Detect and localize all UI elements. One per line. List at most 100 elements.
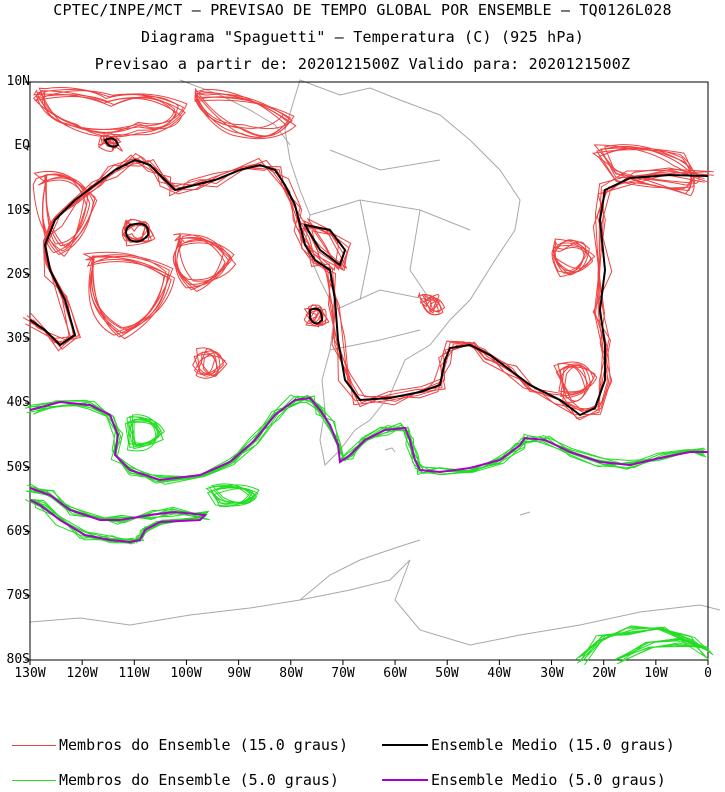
member-contour bbox=[173, 232, 237, 282]
member-contour bbox=[305, 306, 322, 328]
member-contour bbox=[421, 293, 437, 314]
legend-label-members-15: Membros do Ensemble (15.0 graus) bbox=[59, 736, 348, 754]
member-contour bbox=[614, 636, 704, 660]
legend-swatch-mean-15 bbox=[382, 744, 428, 746]
member-contour bbox=[133, 418, 164, 450]
mean-5-main bbox=[29, 396, 708, 482]
member-contour bbox=[104, 132, 122, 144]
member-contour bbox=[22, 155, 714, 420]
lon-label-70w: 70W bbox=[331, 666, 355, 681]
lon-label-110w: 110W bbox=[118, 666, 150, 681]
member-contour bbox=[32, 174, 98, 252]
mean-5-south bbox=[29, 487, 208, 544]
lon-label-80w: 80W bbox=[279, 666, 303, 681]
member-contour bbox=[41, 94, 186, 136]
mean-15-contour bbox=[29, 137, 709, 417]
member-contour bbox=[41, 176, 94, 256]
lon-label-130w: 130W bbox=[14, 666, 46, 681]
falklands bbox=[384, 447, 396, 453]
members-15-contours bbox=[22, 87, 714, 421]
member-contour bbox=[554, 238, 589, 272]
member-contour bbox=[593, 144, 695, 197]
south-georgia bbox=[519, 511, 531, 516]
member-contour bbox=[214, 488, 251, 508]
legend-members-15: Membros do Ensemble (15.0 graus) bbox=[12, 736, 348, 754]
member-contour bbox=[195, 348, 228, 379]
legend-mean-15: Ensemble Medio (15.0 graus) bbox=[382, 736, 675, 754]
member-contour bbox=[311, 230, 339, 271]
legend-swatch-members-5 bbox=[12, 779, 56, 781]
member-contour bbox=[97, 137, 117, 149]
lat-label-40s: 40S bbox=[6, 395, 30, 410]
member-contour bbox=[193, 355, 226, 376]
lon-label-60w: 60W bbox=[383, 666, 407, 681]
legend-swatch-members-15 bbox=[12, 744, 56, 746]
lat-label-50s: 50S bbox=[6, 460, 30, 475]
legend-label-members-5: Membros do Ensemble (5.0 graus) bbox=[59, 771, 339, 789]
mean-5-contour bbox=[29, 396, 708, 544]
member-contour bbox=[26, 395, 704, 480]
lon-label-100w: 100W bbox=[170, 666, 202, 681]
lat-label-eq: EQ bbox=[14, 138, 30, 153]
country-borders bbox=[309, 149, 471, 351]
member-contour bbox=[206, 486, 258, 507]
lat-label-70s: 70S bbox=[6, 588, 30, 603]
lon-label-10w: 10W bbox=[644, 666, 668, 681]
member-contour bbox=[622, 642, 707, 662]
legend-label-mean-5: Ensemble Medio (5.0 graus) bbox=[431, 771, 666, 789]
member-contour bbox=[560, 365, 586, 397]
member-contour bbox=[579, 628, 714, 663]
mean-15-ring-1 bbox=[125, 222, 150, 243]
legend-mean-5: Ensemble Medio (5.0 graus) bbox=[382, 771, 666, 789]
member-contour bbox=[202, 352, 221, 376]
lat-label-10n: 10N bbox=[6, 74, 30, 89]
lon-label-0: 0 bbox=[704, 666, 712, 681]
lat-label-60s: 60S bbox=[6, 524, 30, 539]
coastlines bbox=[29, 79, 721, 646]
member-contour bbox=[82, 251, 167, 338]
member-contour bbox=[576, 626, 713, 664]
member-contour bbox=[200, 351, 219, 377]
legend-members-5: Membros do Ensemble (5.0 graus) bbox=[12, 771, 339, 789]
member-contour bbox=[89, 255, 169, 329]
member-contour bbox=[553, 242, 585, 273]
member-contour bbox=[208, 485, 259, 503]
member-contour bbox=[89, 255, 170, 334]
member-contour bbox=[124, 421, 159, 445]
lat-label-30s: 30S bbox=[6, 331, 30, 346]
title-line-3: Previsao a partir de: 2020121500Z Valido… bbox=[94, 55, 631, 73]
member-contour bbox=[557, 362, 589, 394]
member-contour bbox=[211, 483, 255, 504]
lon-label-30w: 30W bbox=[540, 666, 564, 681]
legend-swatch-mean-5 bbox=[382, 779, 428, 781]
member-contour bbox=[176, 234, 233, 285]
lon-label-20w: 20W bbox=[592, 666, 616, 681]
member-contour bbox=[303, 304, 319, 324]
member-contour bbox=[429, 299, 440, 313]
mean-15-main bbox=[29, 158, 709, 417]
member-contour bbox=[582, 625, 705, 661]
lat-label-10s: 10S bbox=[6, 203, 30, 218]
title-line-1: CPTEC/INPE/MCT – PREVISAO DE TEMPO GLOBA… bbox=[53, 1, 672, 19]
legend-label-mean-15: Ensemble Medio (15.0 graus) bbox=[431, 736, 675, 754]
member-contour bbox=[618, 640, 701, 659]
lat-label-20s: 20S bbox=[6, 267, 30, 282]
plot-frame bbox=[29, 81, 709, 661]
member-contour bbox=[122, 219, 152, 242]
mean-15-ring-2 bbox=[103, 137, 120, 148]
member-contour bbox=[42, 173, 89, 254]
member-contour bbox=[421, 298, 444, 316]
axis-ticks bbox=[25, 81, 709, 665]
lon-label-40w: 40W bbox=[487, 666, 511, 681]
member-contour bbox=[43, 174, 96, 247]
title-line-2: Diagrama "Spaguetti" – Temperatura (C) (… bbox=[140, 28, 585, 46]
member-contour bbox=[195, 92, 293, 130]
member-contour bbox=[195, 96, 285, 129]
lon-label-90w: 90W bbox=[227, 666, 251, 681]
lon-label-120w: 120W bbox=[66, 666, 98, 681]
mean-15-ring-3 bbox=[302, 223, 347, 267]
antarctic-peninsula bbox=[299, 539, 421, 601]
lon-label-50w: 50W bbox=[435, 666, 459, 681]
mean-15-ring-4 bbox=[309, 307, 324, 325]
